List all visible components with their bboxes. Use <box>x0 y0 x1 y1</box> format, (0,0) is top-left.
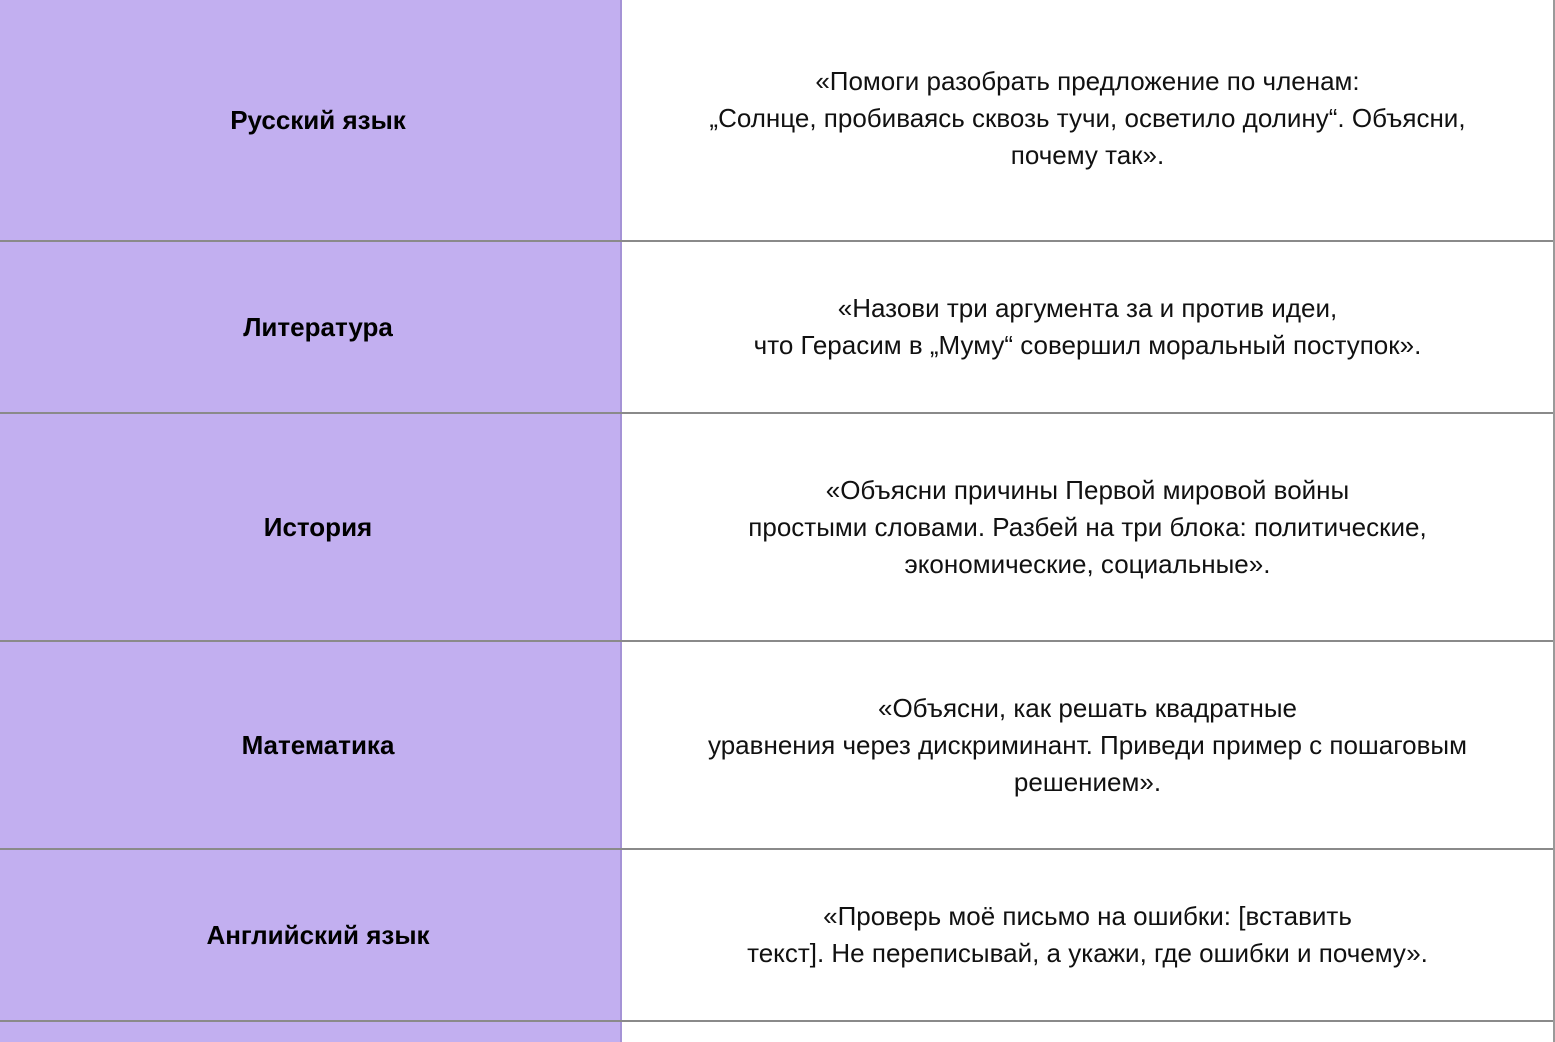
table-row: История «Объясни причины Первой мировой … <box>0 414 1553 642</box>
table-row: Литература «Назови три аргумента за и пр… <box>0 242 1553 414</box>
subject-cell <box>0 1022 622 1042</box>
subject-cell: Математика <box>0 642 622 848</box>
prompt-cell <box>622 1022 1553 1042</box>
table-row-partial <box>0 1022 1553 1042</box>
prompt-cell: «Объясни причины Первой мировой войны пр… <box>748 474 1427 579</box>
table-row: Английский язык «Проверь моё письмо на о… <box>0 850 1553 1022</box>
table-row: Математика «Объясни, как решать квадратн… <box>0 642 1553 850</box>
prompt-cell: «Помоги разобрать предложение по членам:… <box>709 65 1466 170</box>
subject-cell: История <box>0 414 622 640</box>
subject-cell: Литература <box>0 242 622 412</box>
subject-cell: Английский язык <box>0 850 622 1020</box>
prompt-cell: «Объясни, как решать квадратные уравнени… <box>708 692 1467 797</box>
prompt-cell: «Проверь моё письмо на ошибки: [вставить… <box>747 901 1428 968</box>
subject-cell: Русский язык <box>0 0 622 240</box>
table-row: Русский язык «Помоги разобрать предложен… <box>0 0 1553 242</box>
prompt-cell: «Назови три аргумента за и против идеи, … <box>753 293 1422 360</box>
